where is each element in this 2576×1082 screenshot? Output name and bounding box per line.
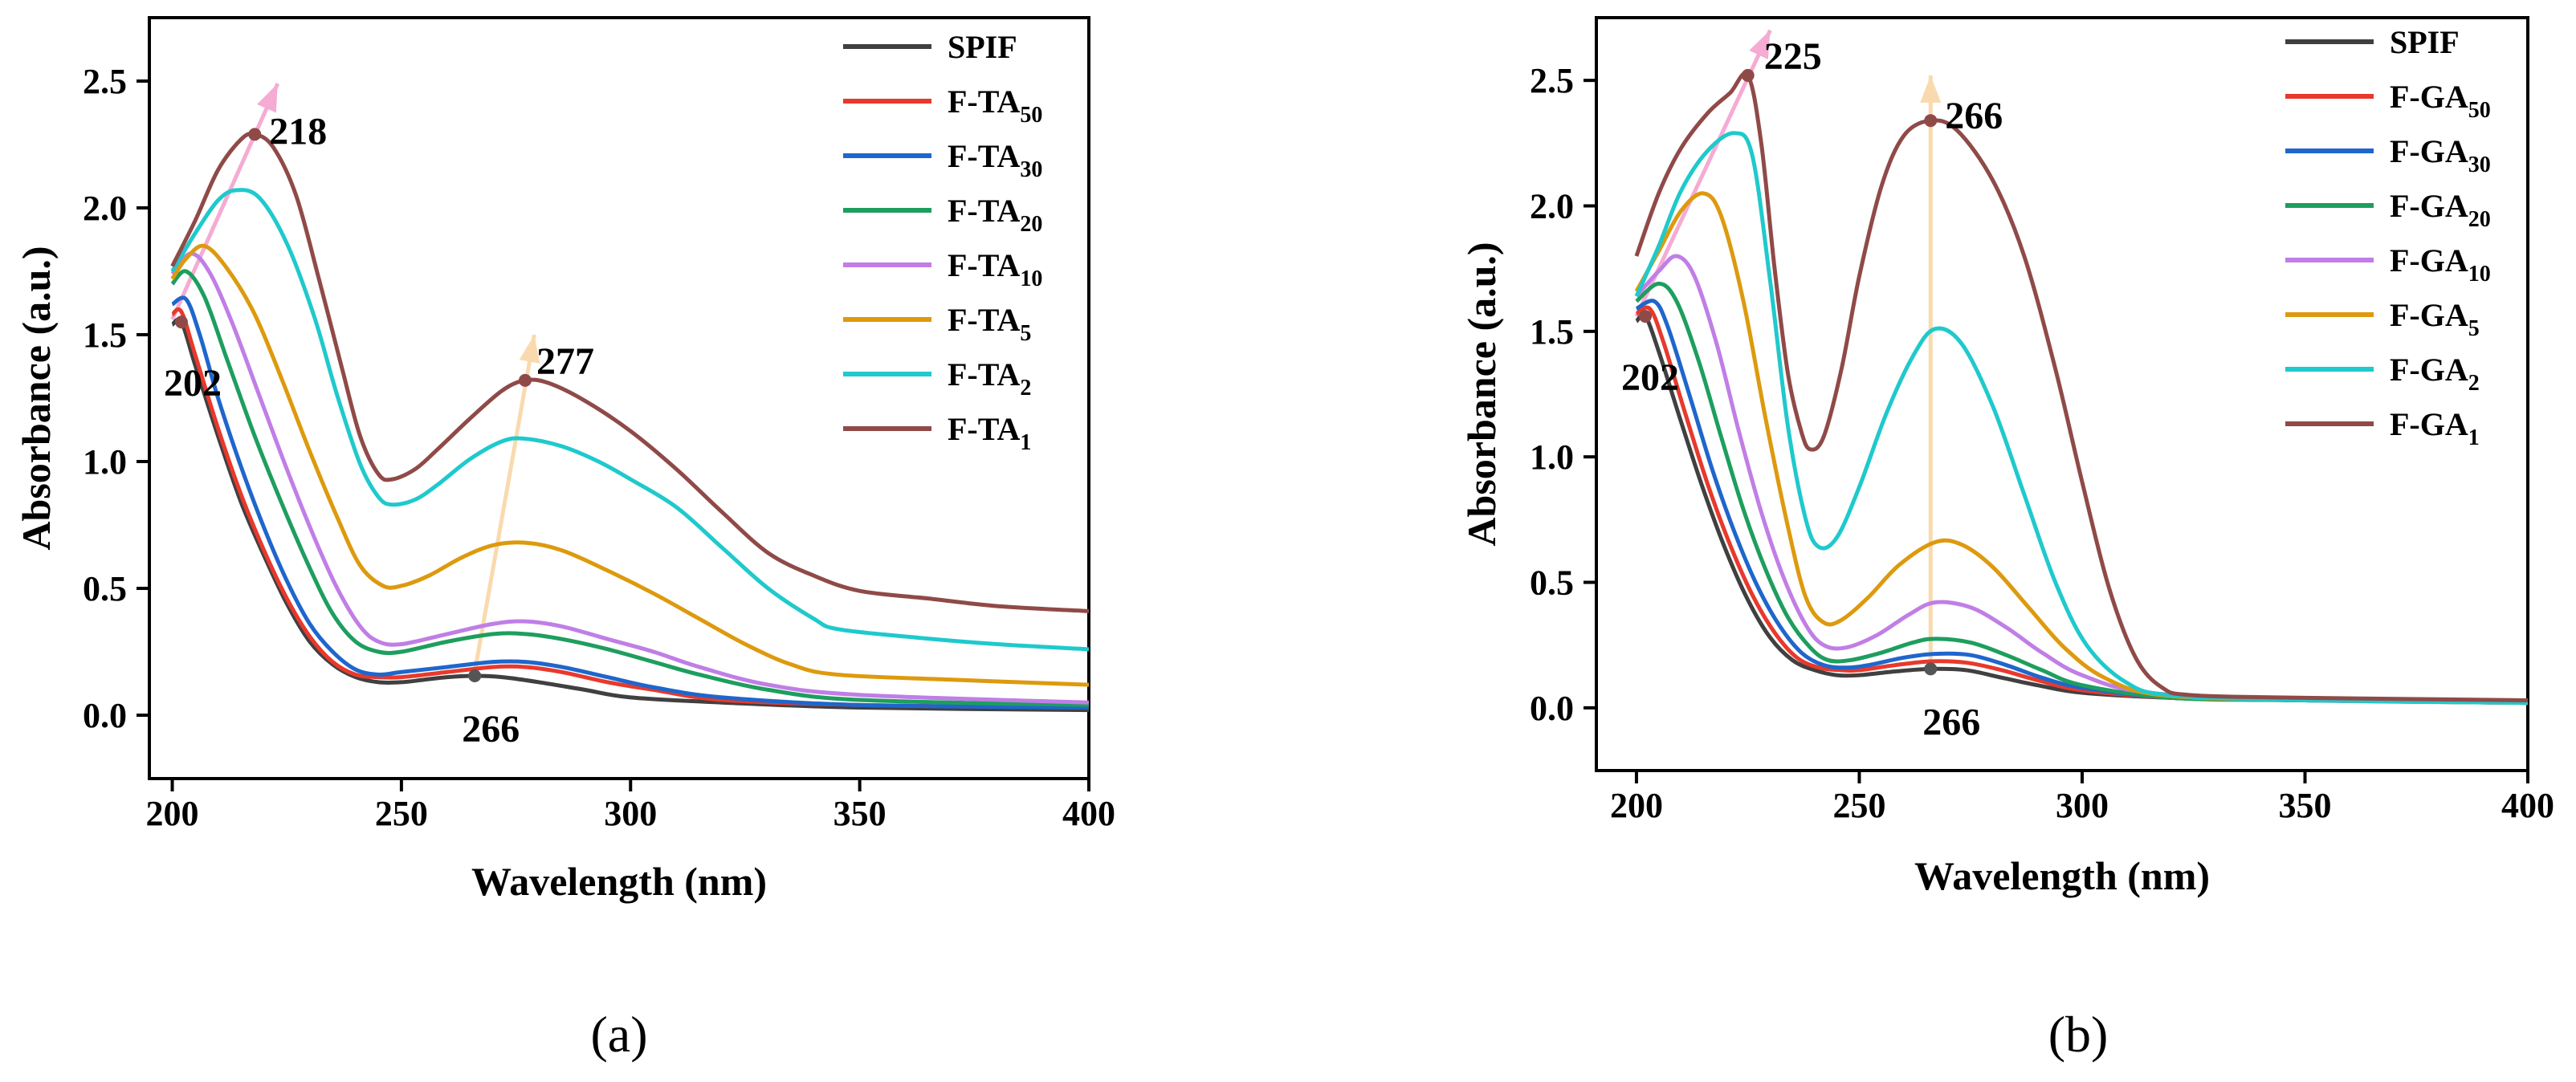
legend-label: F-GA20	[2390, 188, 2491, 232]
legend: SPIF F-GA50 F-GA30 F-GA20 F-GA10 F-GA5 F-GA2 F-…	[2285, 24, 2491, 450]
y-tick-label: 0.5	[1530, 563, 1574, 603]
panel-b: 200 250 300 350 400 0.0 0.5 1.0 1.5 2.0 2.5 Wavelen…	[1459, 16, 2554, 1063]
x-axis-label: Wavelength (nm)	[471, 859, 767, 904]
y-tick-label: 2.0	[83, 189, 127, 228]
legend: SPIF F-TA50 F-TA30 F-TA20 F-TA10 F-TA5 F-TA2 F-…	[843, 29, 1042, 455]
panel-label: (b)	[2048, 1006, 2109, 1063]
legend-label: F-GA5	[2390, 297, 2480, 341]
peak-label: 277	[536, 340, 594, 383]
legend-label: F-TA1	[948, 411, 1031, 455]
x-axis-label: Wavelength (nm)	[1914, 853, 2210, 898]
peak-marker	[1924, 114, 1938, 128]
y-tick-label: 2.5	[83, 62, 127, 101]
legend-label: F-TA10	[948, 247, 1042, 291]
peak-label: 266	[1922, 701, 1980, 743]
peak-marker	[174, 315, 188, 329]
series-line-f-ta50	[171, 307, 1089, 710]
x-tick-label: 300	[604, 794, 657, 833]
legend-label: F-GA10	[2390, 242, 2491, 287]
x-tick-label: 300	[2056, 786, 2109, 825]
legend-label: F-TA20	[948, 193, 1042, 237]
series-line-f-ta20	[170, 269, 1089, 707]
legend-label: SPIF	[2390, 24, 2460, 60]
legend-label: F-GA2	[2390, 352, 2480, 396]
plot-frame	[148, 16, 1090, 780]
panel-label: (a)	[590, 1006, 647, 1063]
legend-label: F-GA1	[2390, 406, 2480, 450]
peak-marker	[248, 128, 262, 141]
legend-label: F-TA30	[948, 138, 1042, 182]
trend-arrow-line	[170, 83, 280, 321]
series-line-f-ga2	[1634, 131, 2528, 706]
legend-label: F-GA50	[2390, 79, 2491, 123]
y-axis-label: Absorbance (a.u.)	[1459, 242, 1504, 546]
x-tick-label: 350	[2278, 786, 2331, 825]
y-tick-label: 2.0	[1530, 187, 1574, 226]
series-line-f-ta10	[170, 251, 1089, 705]
peak-label: 266	[1945, 95, 2003, 137]
x-tick-label: 250	[375, 794, 428, 833]
panel-a: 200 250 300 350 400 0.0 0.5 1.0 1.5 2.0 2.5 Wavelen…	[14, 16, 1115, 1063]
peak-label: 225	[1764, 35, 1822, 78]
plot-frame	[1595, 16, 2529, 772]
peak-label: 202	[164, 362, 222, 405]
y-tick-label: 0.0	[1530, 689, 1574, 728]
x-tick-label: 400	[1062, 794, 1115, 833]
peak-marker	[468, 669, 482, 683]
x-tick-label: 200	[1610, 786, 1663, 825]
trend-arrow-head	[1920, 75, 1942, 103]
trend-arrow-head	[1749, 30, 1771, 59]
legend-label: SPIF	[948, 29, 1017, 65]
legend-label: F-TA5	[948, 302, 1031, 346]
x-tick-label: 250	[1832, 786, 1885, 825]
trend-arrows	[170, 83, 540, 673]
legend-label: F-GA30	[2390, 133, 2491, 177]
y-tick-label: 1.0	[1530, 437, 1574, 477]
series-line-f-ta1	[170, 132, 1089, 613]
x-tick-label: 400	[2501, 786, 2554, 825]
y-tick-label: 0.5	[83, 569, 127, 608]
peak-label: 202	[1621, 356, 1679, 399]
series-line-f-ta2	[170, 188, 1089, 652]
peak-label: 218	[269, 110, 327, 153]
y-tick-label: 2.5	[1530, 61, 1574, 100]
peak-marker	[1639, 310, 1653, 323]
peak-marker	[1741, 68, 1755, 82]
x-tick-label: 350	[834, 794, 887, 833]
peak-marker	[1924, 662, 1938, 676]
y-tick-label: 1.5	[83, 315, 127, 355]
trend-arrow-head	[519, 335, 540, 364]
series-group	[170, 132, 1089, 713]
y-tick-label: 1.0	[83, 442, 127, 482]
y-axis-label: Absorbance (a.u.)	[14, 246, 59, 550]
series-line-f-ga5	[1634, 191, 2528, 706]
trend-arrow-line	[472, 334, 536, 673]
series-line-f-ga20	[1635, 281, 2528, 706]
x-tick-label: 200	[146, 794, 199, 833]
peak-label: 266	[462, 708, 520, 750]
series-line-spif	[171, 317, 1089, 713]
series-line-f-ta30	[171, 295, 1089, 710]
series-line-f-ta5	[170, 243, 1089, 687]
peak-marker	[519, 373, 532, 387]
y-tick-label: 0.0	[83, 696, 127, 735]
trend-arrow-head	[257, 83, 278, 113]
legend-label: F-TA2	[948, 356, 1031, 401]
y-tick-label: 1.5	[1530, 312, 1574, 352]
legend-label: F-TA50	[948, 83, 1042, 128]
